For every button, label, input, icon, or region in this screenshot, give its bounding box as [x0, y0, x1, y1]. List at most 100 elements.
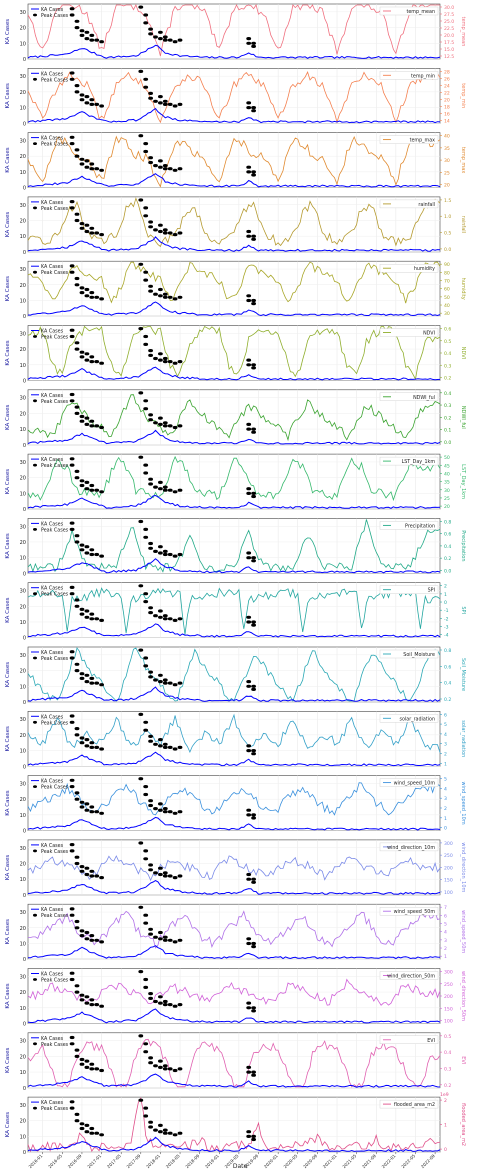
legend-peak-label: Peak Cases [41, 849, 69, 855]
legend-variable-label: wind_speed_50m [394, 909, 436, 915]
peak-case-point [167, 424, 173, 428]
right-tick-label: 5 [444, 777, 447, 783]
left-tick-label: 0 [23, 250, 26, 256]
left-tick-label: 0 [23, 443, 26, 449]
peak-case-point [69, 264, 75, 268]
peak-case-point [79, 741, 85, 745]
peak-case-point [89, 424, 95, 428]
peak-case-point [138, 648, 144, 652]
peak-case-point [74, 598, 80, 602]
peak-case-point [148, 927, 154, 931]
subplot-Precipitation: 0 10 20 30 KA Cases 0.8 0.6 0.4 0.2 0.0 Precipitat… [5, 518, 466, 577]
peak-case-point [138, 970, 144, 974]
left-tick-label: 0 [23, 314, 26, 320]
subplot-frame [27, 196, 441, 253]
left-tick-label: 20 [20, 1119, 26, 1125]
peak-case-point [162, 1128, 168, 1132]
peak-case-point [246, 422, 252, 426]
peak-case-point [94, 810, 100, 814]
right-tick-label: 1 [444, 1123, 447, 1129]
right-tick-label: 0 [444, 826, 447, 832]
left-tick-label: 20 [20, 990, 26, 996]
peak-case-point [158, 37, 163, 41]
left-tick-label: 10 [20, 556, 26, 562]
peak-case-point [167, 38, 173, 42]
ka-cases-line [27, 880, 441, 895]
left-axis-label: KA Cases [5, 212, 11, 237]
peak-case-point [74, 926, 80, 930]
peak-case-point [148, 289, 154, 293]
peak-case-point [158, 422, 163, 426]
subplot-solar_radiation: 0 10 20 30 KA Cases 6 5 4 3 2 1 solar_radiation KA C… [5, 710, 466, 770]
left-tick-label: 30 [20, 138, 26, 144]
peak-case-point [69, 1035, 75, 1040]
peak-case-point [148, 32, 154, 36]
right-tick-label: 50 [444, 455, 450, 461]
peak-case-point [74, 19, 80, 23]
peak-case-point [89, 98, 95, 102]
left-tick-label: 0 [23, 764, 26, 770]
peak-case-point [84, 937, 90, 941]
peak-case-point [94, 38, 100, 42]
peak-case-point [251, 237, 256, 241]
peak-case-point [148, 91, 154, 95]
peak-case-point [84, 487, 90, 491]
peak-case-point [143, 728, 149, 732]
peak-case-point [99, 940, 104, 944]
right-tick-label: 35 [444, 480, 450, 486]
left-axis-label: KA Cases [5, 1112, 11, 1137]
peak-case-point [84, 294, 90, 298]
peak-case-point [84, 744, 90, 748]
peak-case-point [153, 99, 158, 103]
legend-peak-label: Peak Cases [41, 527, 69, 533]
peak-case-point [69, 135, 75, 139]
peak-case-point [172, 168, 178, 172]
peak-case-point [89, 226, 95, 230]
peak-case-point [177, 231, 183, 235]
x-tick-label: 2020-01 [263, 1153, 279, 1169]
legend-peak-swatch [33, 142, 37, 146]
peak-case-point [251, 816, 256, 820]
legend-peak-swatch [33, 720, 37, 724]
peak-case-point [162, 871, 168, 875]
peak-case-point [148, 160, 154, 165]
legend-peak-label: Peak Cases [41, 463, 69, 469]
legend-variable-label: SPI [428, 588, 435, 594]
ka-cases-line [27, 173, 441, 188]
right-axis-label: temp_max [460, 147, 466, 174]
x-tick-label: 2020-09 [302, 1153, 318, 1169]
left-axis-label: KA Cases [5, 533, 11, 558]
ka-cases-line [27, 366, 441, 381]
legend-variable-label: solar_radiation [400, 716, 436, 722]
legend-variable-label: rainfall [418, 202, 435, 208]
peak-case-point [143, 278, 149, 282]
peak-case-point [162, 549, 168, 554]
ka-cases-line [27, 44, 441, 59]
right-tick-label: 40 [444, 303, 450, 309]
peak-case-point [89, 745, 95, 750]
LST_Day_1km-line [27, 455, 441, 502]
peak-case-point [148, 541, 154, 546]
right-axis-label: EVI [460, 1056, 466, 1064]
peak-case-point [74, 218, 80, 223]
x-tick-label: 2017-01 [86, 1153, 102, 1169]
left-tick-label: 10 [20, 1134, 26, 1140]
right-tick-label: 27.5 [444, 12, 454, 18]
right-tick-label: 2 [444, 752, 447, 758]
peak-case-point [69, 328, 75, 332]
peak-case-point [158, 1059, 163, 1063]
right-tick-label: 150 [444, 1006, 453, 1012]
right-tick-label: 20 [444, 183, 450, 189]
right-tick-label: 0.8 [444, 648, 451, 654]
peak-case-point [84, 808, 90, 812]
subplot-frame [27, 518, 441, 574]
peak-case-point [69, 7, 75, 11]
temp_min-line [27, 71, 441, 124]
right-tick-label: 0.4 [444, 391, 451, 397]
subplot-frame [27, 710, 441, 767]
peak-case-point [74, 1119, 80, 1123]
peak-case-point [143, 921, 149, 925]
peak-case-point [246, 1130, 252, 1134]
x-axis-label: Date [233, 1163, 248, 1170]
